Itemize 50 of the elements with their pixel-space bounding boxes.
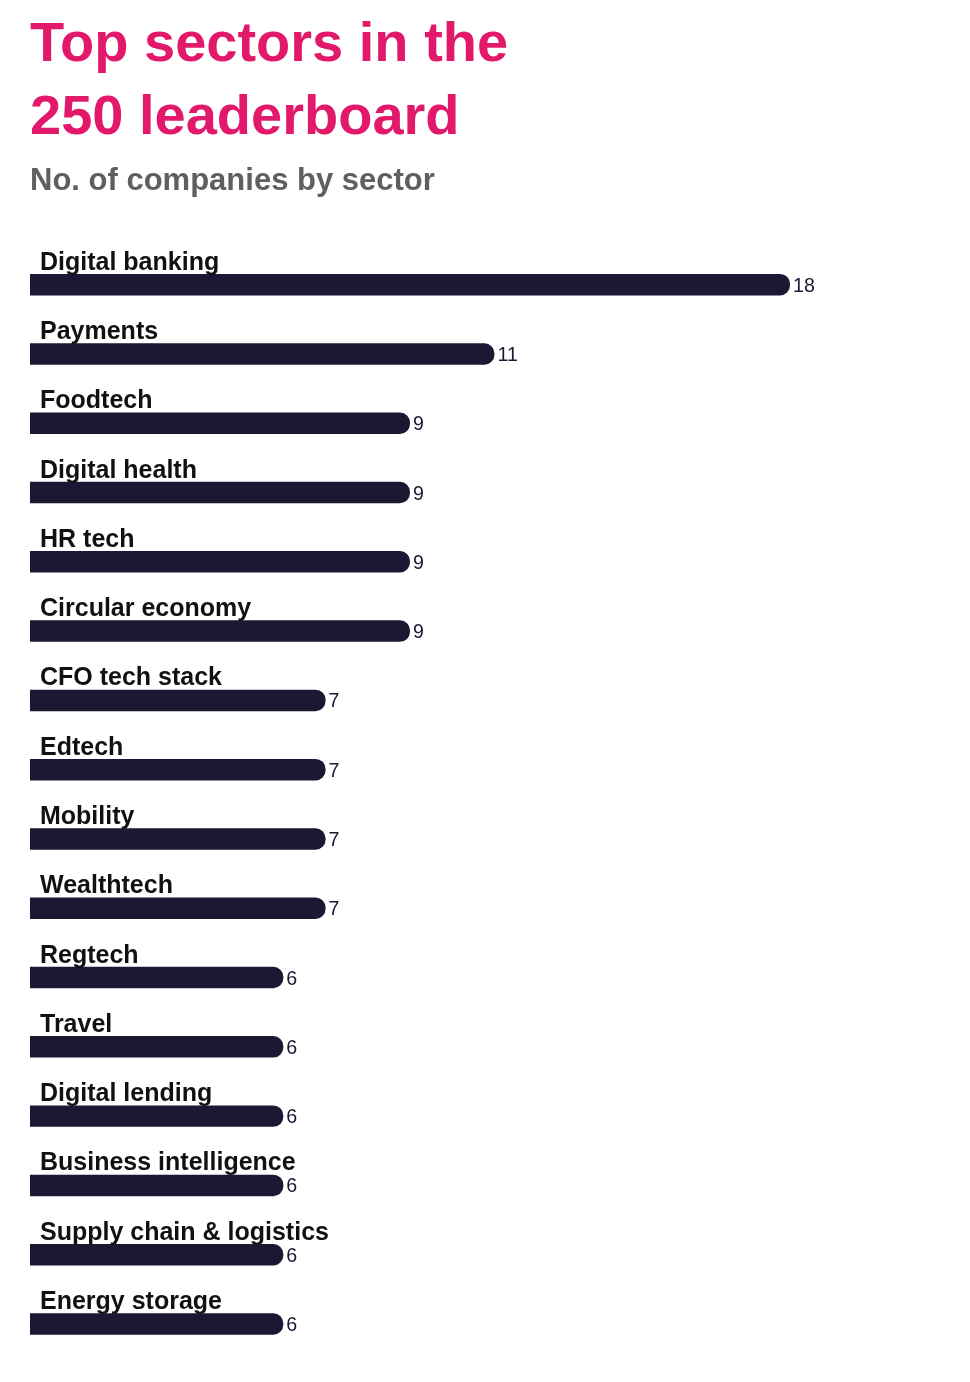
data-label: 9 <box>413 620 424 643</box>
bar <box>30 273 790 296</box>
y-tick-label: Circular economy <box>40 593 252 621</box>
y-tick-label: Mobility <box>40 801 135 829</box>
bar <box>30 1036 284 1058</box>
y-tick-label: Digital banking <box>40 247 220 275</box>
data-label: 7 <box>328 827 340 850</box>
data-label: 7 <box>328 758 340 781</box>
bar <box>30 551 410 573</box>
y-tick-label: Travel <box>40 1009 113 1037</box>
bar <box>30 689 326 712</box>
bar <box>30 1243 284 1266</box>
data-label: 6 <box>286 1105 298 1128</box>
data-label: 9 <box>413 412 424 435</box>
data-label: 11 <box>497 342 518 365</box>
y-tick-label: Foodtech <box>40 385 153 413</box>
data-label: 6 <box>286 966 298 989</box>
bar <box>30 620 410 642</box>
y-tick-label: Payments <box>40 316 159 344</box>
y-tick-label: Energy storage <box>40 1286 223 1314</box>
chart-title: Top sectors in the 250 leaderboard <box>30 10 509 146</box>
data-label: 18 <box>793 273 815 296</box>
data-label: 7 <box>328 689 340 712</box>
bar <box>30 1105 284 1127</box>
data-label: 6 <box>286 1035 298 1058</box>
y-tick-label: Regtech <box>40 940 139 968</box>
data-label: 6 <box>286 1174 298 1197</box>
bar <box>30 1313 284 1335</box>
data-label: 7 <box>328 897 340 920</box>
y-tick-label: Digital health <box>40 455 197 483</box>
data-label: 9 <box>413 550 424 573</box>
y-tick-label: Digital lending <box>40 1078 213 1106</box>
bar <box>30 412 410 434</box>
y-tick-label: Wealthtech <box>40 870 173 898</box>
bar <box>30 966 284 989</box>
y-tick-label: Edtech <box>40 732 124 760</box>
bar <box>30 897 326 919</box>
y-tick-label: HR tech <box>40 524 135 552</box>
data-label: 9 <box>413 481 424 504</box>
bar <box>30 758 326 781</box>
data-label: 6 <box>286 1243 298 1266</box>
y-tick-label: Supply chain & logistics <box>40 1217 329 1245</box>
bar <box>30 343 495 365</box>
bar <box>30 1174 284 1197</box>
y-tick-label: CFO tech stack <box>40 662 223 690</box>
bar <box>30 481 410 504</box>
chart-subtitle: No. of companies by sector <box>30 162 435 197</box>
y-tick-label: Business intelligence <box>40 1147 296 1175</box>
data-label: 6 <box>286 1313 298 1335</box>
bar <box>30 828 326 850</box>
